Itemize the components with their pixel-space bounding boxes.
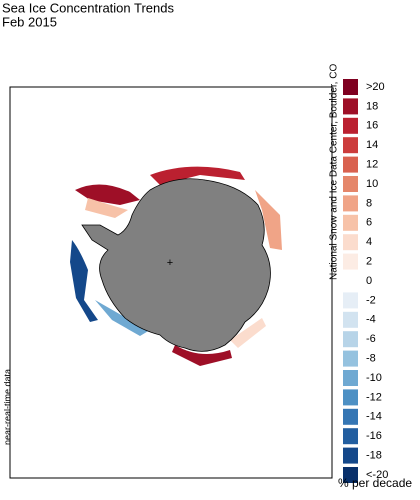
legend-label: -6 — [366, 333, 376, 345]
legend-swatch — [343, 467, 358, 483]
legend-label: 12 — [366, 159, 378, 171]
legend-label: -16 — [366, 430, 382, 442]
legend-label: >20 — [366, 81, 385, 93]
legend-label: -2 — [366, 294, 376, 306]
legend-swatch — [343, 176, 358, 192]
legend-swatch — [343, 79, 358, 95]
legend-swatch — [343, 214, 358, 231]
legend-label: -14 — [366, 411, 382, 423]
legend-label: -4 — [366, 314, 376, 326]
legend-label: <-20 — [366, 469, 388, 481]
legend-swatch — [343, 273, 358, 289]
legend: >20 18 16 14 12 10 8 6 4 2 0 -2 -4 -6 -8 -10 -12 -14 -16 -1… — [343, 79, 388, 483]
legend-swatch — [343, 117, 358, 134]
note: near-real-time data — [2, 369, 12, 445]
credit: National Snow and Ice Data Center, Bould… — [329, 64, 340, 280]
legend-swatch — [343, 156, 358, 173]
legend-label: 8 — [366, 197, 372, 209]
legend-swatch — [343, 234, 358, 251]
legend-label: 0 — [366, 275, 372, 287]
legend-swatch — [343, 370, 358, 386]
antarctica — [81, 178, 271, 352]
legend-swatch — [343, 350, 358, 367]
subtitle: Feb 2015 — [2, 14, 57, 29]
legend-swatch — [343, 98, 358, 115]
legend-swatch — [343, 331, 358, 348]
legend-swatch — [343, 253, 358, 270]
legend-label: 10 — [366, 178, 378, 190]
legend-swatch — [343, 389, 358, 406]
legend-swatch — [343, 408, 358, 425]
legend-swatch — [343, 428, 358, 445]
legend-label: 16 — [366, 120, 378, 132]
legend-label: -12 — [366, 391, 382, 403]
legend-swatch — [343, 447, 358, 464]
ice-trends — [70, 166, 282, 366]
legend-swatch — [343, 292, 358, 309]
legend-label: 4 — [366, 236, 372, 248]
legend-label: 18 — [366, 100, 378, 112]
pole-marker: + — [167, 257, 173, 269]
legend-swatch — [343, 311, 358, 328]
legend-swatch — [343, 137, 358, 154]
legend-unit: % per decade — [338, 476, 412, 490]
legend-label: -18 — [366, 450, 382, 462]
legend-label: 14 — [366, 139, 378, 151]
legend-swatch — [343, 195, 358, 212]
legend-label: 6 — [366, 217, 372, 229]
title: Sea Ice Concentration Trends — [2, 0, 174, 15]
legend-label: -10 — [366, 372, 382, 384]
legend-label: -8 — [366, 353, 376, 365]
legend-label: 2 — [366, 256, 372, 268]
